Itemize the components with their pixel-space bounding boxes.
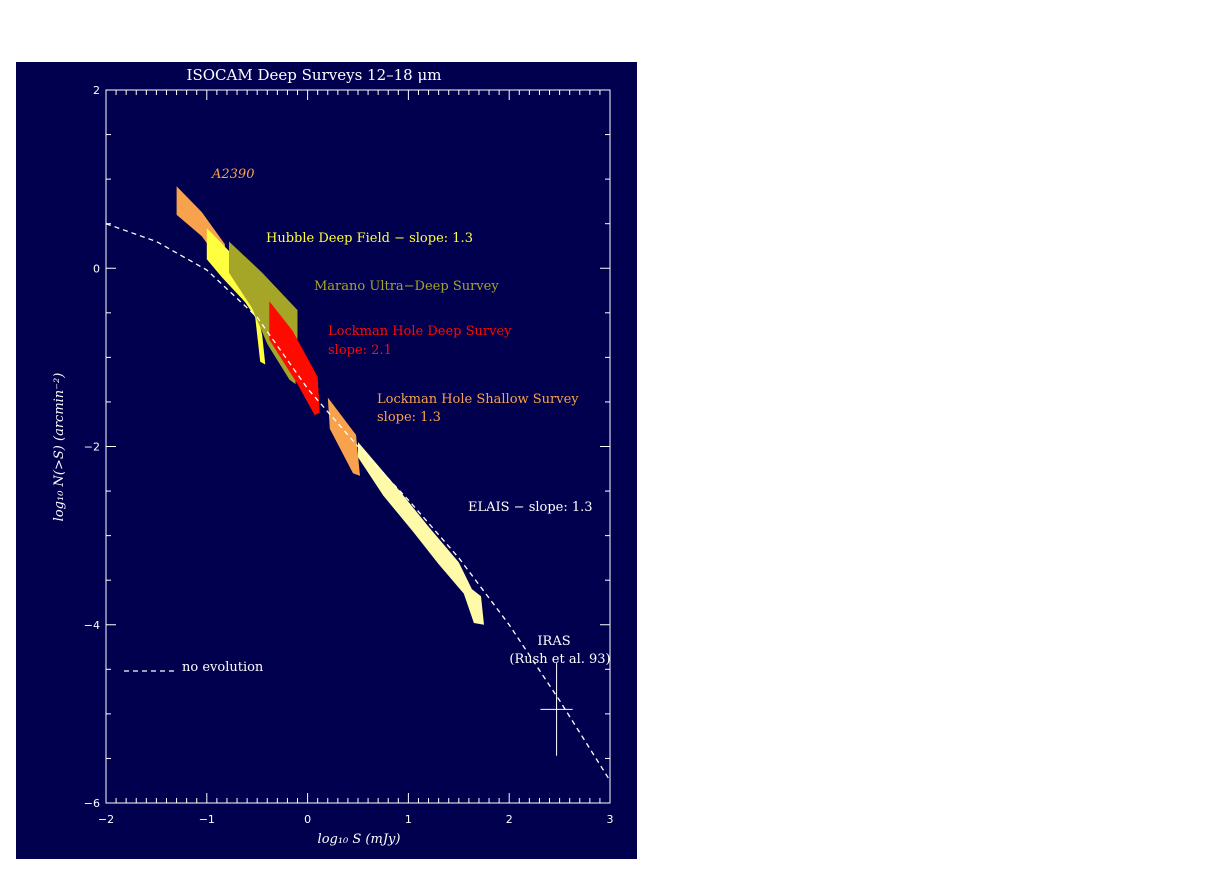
label-lockman-deep-slope: slope: 2.1 bbox=[328, 343, 392, 358]
series-hubble-deep-field-band bbox=[206, 228, 266, 365]
label-a2390: A2390 bbox=[211, 167, 254, 182]
label-lockman-shallow-slope: slope: 1.3 bbox=[377, 410, 441, 425]
x-tick-label: 0 bbox=[304, 813, 311, 826]
series-lockman-hole-deep-survey-band bbox=[269, 301, 320, 416]
x-tick-label: 1 bbox=[405, 813, 412, 826]
label-lockman-deep: Lockman Hole Deep Survey bbox=[328, 324, 512, 339]
x-tick-label: 3 bbox=[607, 813, 614, 826]
label-lockman-shallow: Lockman Hole Shallow Survey bbox=[377, 392, 579, 407]
label-elais: ELAIS − slope: 1.3 bbox=[468, 500, 593, 515]
label-iras-ref: (Rush et al. 93) bbox=[509, 652, 610, 667]
label-hdf: Hubble Deep Field − slope: 1.3 bbox=[266, 231, 473, 246]
x-axis-title: log₁₀ S (mJy) bbox=[318, 832, 401, 847]
x-tick-label: −2 bbox=[98, 813, 114, 826]
y-tick-label: −2 bbox=[84, 441, 100, 454]
y-tick-label: −6 bbox=[84, 797, 100, 810]
series-elais-band bbox=[358, 442, 484, 625]
chart-marks: −2 −1 0 1 2 3 −6 −4 −2 0 2 A2390 Hubble Deep Field −… bbox=[84, 84, 614, 826]
no-evolution-line bbox=[105, 223, 611, 782]
x-tick-label: −1 bbox=[199, 813, 215, 826]
y-tick-label: −4 bbox=[84, 619, 100, 632]
y-axis-title: log₁₀ N(>S) (arcmin⁻²) bbox=[52, 373, 67, 522]
series-lockman-hole-shallow-survey-band bbox=[327, 397, 360, 476]
legend-no-evolution-label: no evolution bbox=[182, 660, 264, 675]
y-tick-label: 2 bbox=[93, 84, 100, 97]
label-marano: Marano Ultra−Deep Survey bbox=[314, 279, 499, 294]
chart-svg: −2 −1 0 1 2 3 −6 −4 −2 0 2 A2390 Hubble Deep Field −… bbox=[52, 66, 614, 847]
y-tick-label: 0 bbox=[93, 262, 100, 275]
chart-figure: −2 −1 0 1 2 3 −6 −4 −2 0 2 A2390 Hubble Deep Field −… bbox=[16, 62, 637, 859]
chart-title: ISOCAM Deep Surveys 12–18 μm bbox=[187, 66, 442, 84]
x-tick-label: 2 bbox=[506, 813, 513, 826]
label-iras: IRAS bbox=[537, 634, 570, 649]
